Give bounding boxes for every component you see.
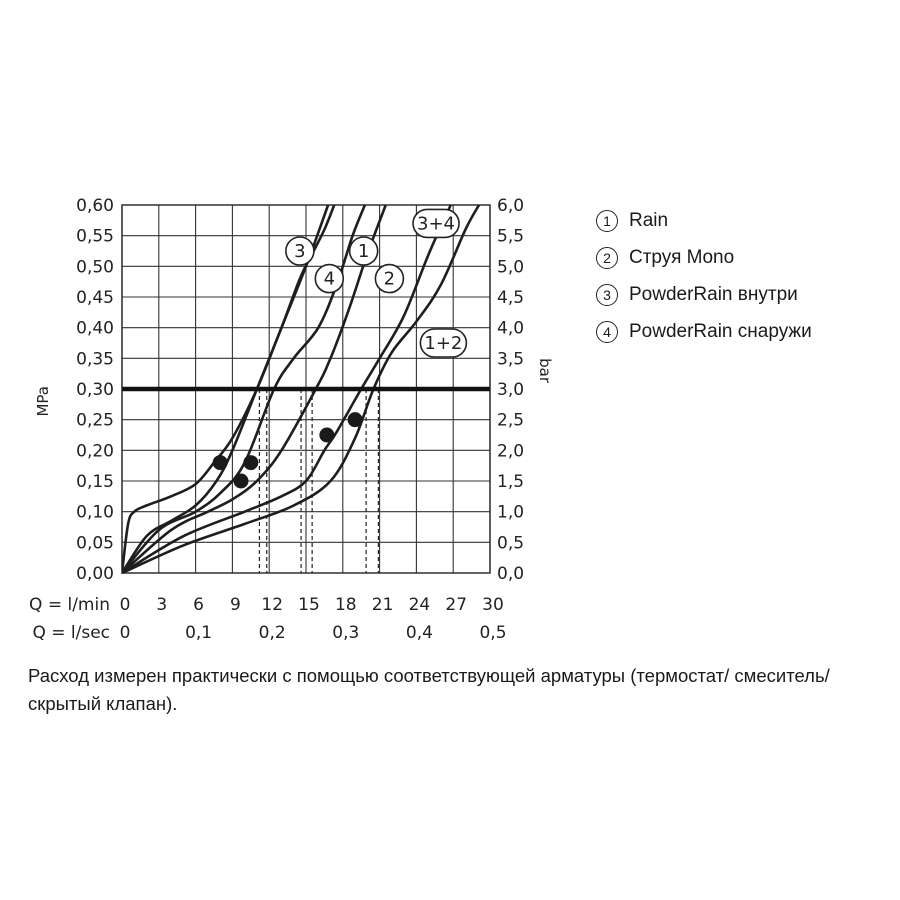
curve-label-badge	[412, 208, 460, 239]
legend-item-rain: 1 Rain	[596, 202, 812, 239]
curve-label-text: 1	[358, 241, 369, 262]
data-marker	[319, 427, 335, 443]
y-left-tick-label: 0,20	[76, 441, 114, 461]
x-tick-label-lmin: 21	[372, 595, 394, 615]
curve-label-text: 1+2	[424, 333, 462, 354]
y-right-tick-label: 6,0	[497, 196, 524, 216]
x-tick-label-lmin: 9	[230, 595, 241, 615]
x-tick-label-lsec: 0,2	[259, 623, 286, 643]
data-marker	[347, 412, 363, 428]
x-tick-label-lsec: 0,1	[185, 623, 212, 643]
y-right-tick-label: 1,5	[497, 472, 524, 492]
series-line-2	[122, 204, 387, 574]
curve-label-text: 4	[324, 269, 335, 290]
y-left-tick-label: 0,45	[76, 288, 114, 308]
legend-marker: 3	[596, 283, 618, 306]
x-axis-label-lmin: Q = l/min	[29, 595, 110, 615]
x-tick-label-lsec: 0,3	[332, 623, 359, 643]
measurement-note: Расход измерен практически с помощью соо…	[28, 665, 830, 714]
y-right-tick-label: 2,0	[497, 441, 524, 461]
curve-label-text: 3	[294, 241, 305, 262]
x-tick-label-lmin: 12	[261, 595, 283, 615]
curve-label-badge	[314, 263, 345, 294]
x-tick-label-lsec: 0,4	[406, 623, 433, 643]
series-line-3-plus-4	[122, 204, 452, 575]
legend-marker: 1	[596, 209, 618, 232]
data-marker	[212, 455, 228, 471]
curve-label-badge	[374, 263, 405, 294]
flow-pressure-chart: 3 14 23+41+20,000,050,100,150,200,250,300,…	[29, 196, 554, 643]
y-right-tick-label: 1,0	[497, 503, 524, 523]
curve-label-badge	[285, 236, 315, 266]
y-right-tick-label: 5,0	[497, 257, 524, 277]
x-tick-label-lmin: 6	[193, 595, 204, 615]
y-left-tick-label: 0,05	[76, 533, 114, 553]
legend-label: Струя Mono	[629, 246, 735, 268]
y-left-tick-label: 0,40	[76, 319, 114, 339]
x-tick-label-lmin: 30	[482, 595, 504, 615]
x-tick-label-lsec: 0,5	[479, 623, 506, 643]
y-left-axis-label: MPa	[34, 386, 52, 417]
y-right-tick-label: 0,0	[497, 564, 524, 584]
y-left-tick-label: 0,10	[76, 503, 114, 523]
legend-label: Rain	[629, 209, 669, 231]
legend: 1 Rain 2 Струя Mono 3 PowderRain внутри …	[596, 202, 812, 350]
x-tick-label-lmin: 24	[409, 595, 431, 615]
y-right-tick-label: 2,5	[497, 411, 524, 431]
data-marker	[233, 473, 249, 489]
curve-label-badge	[419, 328, 468, 358]
legend-label: PowderRain внутри	[629, 283, 798, 305]
legend-item-powderrain-inside: 3 PowderRain внутри	[596, 276, 812, 313]
legend-label: PowderRain снаружи	[629, 320, 812, 342]
x-tick-label-lmin: 0	[120, 595, 131, 615]
y-left-tick-label: 0,50	[76, 257, 114, 277]
y-right-tick-label: 4,5	[497, 288, 524, 308]
y-right-tick-label: 5,5	[497, 227, 524, 247]
curve-label-text: 3+4	[417, 213, 455, 234]
y-right-tick-label: 3,0	[497, 380, 524, 400]
legend-item-powderrain-outside: 4 PowderRain снаружи	[596, 313, 812, 350]
y-left-tick-label: 0,60	[76, 196, 114, 216]
y-left-tick-label: 0,25	[76, 411, 114, 431]
x-tick-label-lsec: 0	[120, 623, 131, 643]
y-left-tick-label: 0,15	[76, 472, 114, 492]
x-tick-label-lmin: 15	[298, 595, 320, 615]
curve-label-text: 2	[384, 269, 395, 290]
curve-label-badge	[348, 236, 379, 266]
y-left-tick-label: 0,55	[76, 227, 114, 247]
legend-item-mono: 2 Струя Mono	[596, 239, 812, 276]
y-right-axis-label: bar	[536, 358, 554, 384]
x-tick-label-lmin: 27	[445, 595, 467, 615]
y-right-tick-label: 4,0	[497, 319, 524, 339]
y-left-tick-label: 0,30	[76, 380, 114, 400]
y-right-tick-label: 3,5	[497, 349, 524, 369]
y-left-tick-label: 0,35	[76, 349, 114, 369]
y-right-tick-label: 0,5	[497, 533, 524, 553]
plot-frame	[121, 204, 491, 574]
x-tick-label-lmin: 3	[156, 595, 167, 615]
legend-marker: 4	[596, 320, 618, 343]
x-axis-label-lsec: Q = l/sec	[32, 623, 110, 643]
x-tick-label-lmin: 18	[335, 595, 357, 615]
data-marker	[243, 455, 259, 471]
legend-marker: 2	[596, 246, 618, 269]
y-left-tick-label: 0,00	[76, 564, 114, 584]
